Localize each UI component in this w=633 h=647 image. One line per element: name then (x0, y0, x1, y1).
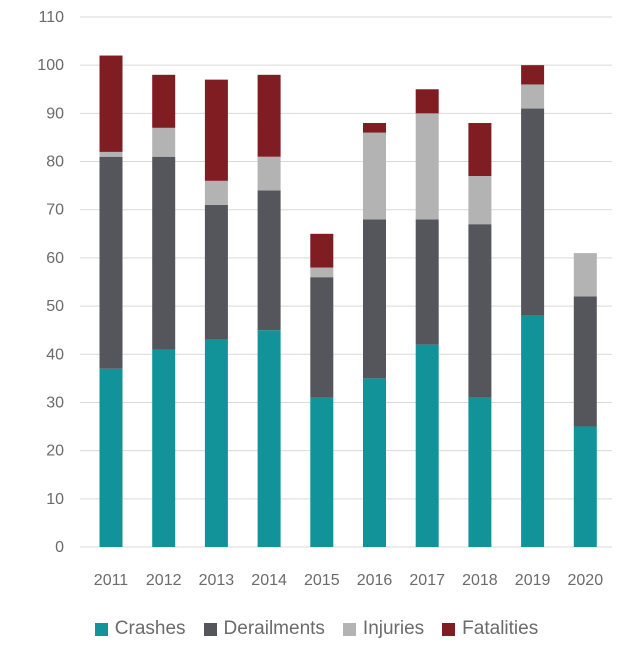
legend-label: Fatalities (462, 618, 539, 639)
bar-segment-crashes-2011 (99, 368, 123, 547)
bar-segment-derailments-2012 (152, 156, 176, 350)
x-tick-label: 2020 (568, 572, 604, 589)
bar-segment-crashes-2019 (521, 315, 545, 547)
bar-segment-derailments-2013 (204, 204, 228, 340)
y-tick-label: 80 (46, 154, 64, 171)
bar-segment-crashes-2015 (310, 397, 334, 547)
legend-label: Crashes (114, 618, 186, 639)
y-tick-label: 40 (46, 346, 64, 363)
bar-segment-derailments-2014 (257, 190, 281, 331)
y-tick-label: 110 (38, 9, 64, 26)
bar-segment-injuries-2016 (363, 132, 386, 220)
x-tick-label: 2018 (462, 572, 498, 589)
bar-segment-injuries-2020 (573, 253, 597, 297)
y-tick-label: 10 (46, 491, 64, 508)
legend-label: Derailments (223, 618, 325, 639)
x-tick-label: 2014 (251, 572, 287, 589)
legend-item-injuries: Injuries (342, 618, 425, 640)
y-tick-label: 100 (37, 57, 64, 74)
legend-item-derailments: Derailments (203, 618, 325, 640)
bar-segment-injuries-2011 (99, 151, 123, 157)
bar-segment-derailments-2018 (468, 224, 492, 398)
x-tick-label: 2019 (515, 572, 551, 589)
bar-segment-fatalities-2011 (99, 55, 123, 152)
bar-segment-fatalities-2016 (363, 123, 386, 133)
bar-segment-injuries-2014 (257, 156, 281, 191)
y-tick-label: 60 (46, 250, 64, 267)
x-tick-label: 2013 (199, 572, 235, 589)
bar-segment-crashes-2020 (573, 426, 597, 547)
bar-segment-fatalities-2014 (257, 74, 281, 157)
legend-swatch (94, 622, 108, 636)
bar-segment-crashes-2012 (152, 349, 176, 547)
bar-segment-injuries-2019 (521, 84, 545, 109)
bar-segment-crashes-2018 (468, 397, 492, 547)
legend-swatch (342, 622, 356, 636)
x-tick-label: 2016 (357, 572, 393, 589)
bar-segment-derailments-2019 (521, 108, 545, 316)
legend-swatch (203, 622, 217, 636)
y-axis-ticks: 0 10 20 30 40 50 60 70 80 90 100 110 (37, 9, 64, 556)
x-tick-label: 2012 (146, 572, 182, 589)
bar-segment-fatalities-2017 (415, 89, 439, 114)
x-tick-label: 2011 (94, 572, 129, 589)
bar-segment-injuries-2013 (204, 180, 228, 205)
y-tick-label: 0 (55, 539, 64, 556)
bar-segment-fatalities-2019 (521, 65, 545, 85)
bar-segment-crashes-2013 (204, 339, 228, 547)
y-tick-label: 30 (46, 394, 64, 411)
legend-item-crashes: Crashes (94, 618, 186, 640)
bar-segment-crashes-2016 (363, 378, 386, 547)
bar-segment-derailments-2015 (310, 277, 334, 398)
bar-segment-injuries-2015 (310, 267, 334, 278)
bar-segment-fatalities-2013 (204, 79, 228, 181)
legend-label: Injuries (362, 618, 425, 639)
y-tick-label: 50 (46, 298, 64, 315)
bar-segment-injuries-2012 (152, 127, 176, 157)
bar-segment-crashes-2014 (257, 330, 281, 547)
y-tick-label: 20 (46, 443, 64, 460)
bar-segment-fatalities-2012 (152, 74, 176, 128)
y-tick-label: 90 (46, 105, 64, 122)
legend-item-fatalities: Fatalities (442, 618, 538, 640)
bar-segment-derailments-2017 (415, 219, 439, 345)
bars (99, 55, 597, 547)
bar-segment-derailments-2011 (99, 156, 123, 369)
bar-segment-derailments-2016 (363, 219, 386, 379)
bar-segment-fatalities-2015 (310, 233, 334, 268)
x-axis-ticks: 2011 2012 2013 2014 2015 2016 2017 2018 2019 2020 (94, 572, 603, 589)
y-tick-label: 70 (46, 202, 64, 219)
bar-segment-injuries-2017 (415, 113, 439, 220)
legend-swatch (442, 622, 456, 636)
bar-segment-crashes-2017 (415, 344, 439, 547)
x-tick-label: 2017 (409, 572, 445, 589)
bar-segment-injuries-2018 (468, 176, 492, 225)
legend: Crashes Derailments Injuries Fatalities (0, 618, 633, 640)
bar-segment-fatalities-2018 (468, 123, 492, 176)
bar-segment-derailments-2020 (573, 296, 597, 427)
x-tick-label: 2015 (304, 572, 340, 589)
